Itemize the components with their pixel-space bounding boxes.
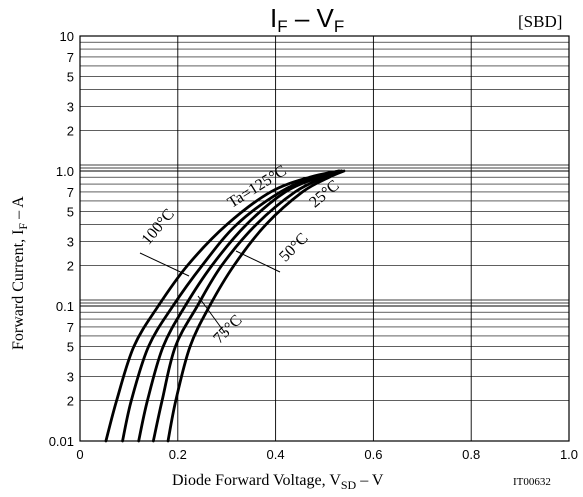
y-tick-label: 3 — [67, 370, 74, 385]
series-line — [104, 169, 341, 443]
curve-label: 50°C — [276, 230, 311, 265]
y-tick-label: 5 — [67, 205, 74, 220]
y-tick-label: 0.01 — [49, 434, 74, 449]
y-tick-label: 5 — [67, 340, 74, 355]
series-line — [151, 169, 344, 443]
y-tick-label: 2 — [67, 258, 74, 273]
x-axis-label: Diode Forward Voltage, VSD – V — [172, 472, 384, 492]
y-tick-label: 10 — [60, 29, 74, 44]
y-tick-label: 2 — [67, 123, 74, 138]
y-tick-label: 2 — [67, 393, 74, 408]
plot-frame — [79, 35, 570, 442]
y-tick-label: 0.1 — [56, 299, 74, 314]
y-tick-label: 5 — [67, 70, 74, 85]
leader-arrow — [139, 252, 190, 277]
chart-title: IF – VF — [270, 3, 344, 36]
x-tick-label: 1.0 — [560, 447, 578, 462]
y-tick-label: 3 — [67, 100, 74, 115]
curve-label: 75°C — [210, 312, 245, 347]
leader-arrow — [197, 295, 226, 334]
y-tick-label: 7 — [67, 320, 74, 335]
y-axis-label: Forward Current, IF – A — [10, 196, 30, 350]
sbd-tag: [SBD] — [518, 12, 562, 31]
series-line — [166, 169, 346, 443]
y-tick-label: 1.0 — [56, 164, 74, 179]
y-tick-label: 7 — [67, 50, 74, 65]
x-tick-label: 0.8 — [462, 447, 480, 462]
series-line — [121, 169, 341, 443]
x-tick-label: 0.2 — [169, 447, 187, 462]
series-line — [137, 169, 344, 443]
x-tick-label: 0.6 — [364, 447, 382, 462]
y-tick-label: 7 — [67, 185, 74, 200]
x-tick-label: 0.4 — [267, 447, 285, 462]
curves — [104, 169, 346, 443]
tick-labels: 0 0.2 0.4 0.6 0.8 1.0 10 7 5 3 2 1.0 7 5 3 2 0.1 7 5 3 2 0.01 — [49, 29, 578, 462]
y-tick-label: 3 — [67, 235, 74, 250]
x-tick-label: 0 — [76, 447, 83, 462]
leader-arrow — [235, 250, 281, 273]
figure-id: IT00632 — [513, 476, 551, 488]
